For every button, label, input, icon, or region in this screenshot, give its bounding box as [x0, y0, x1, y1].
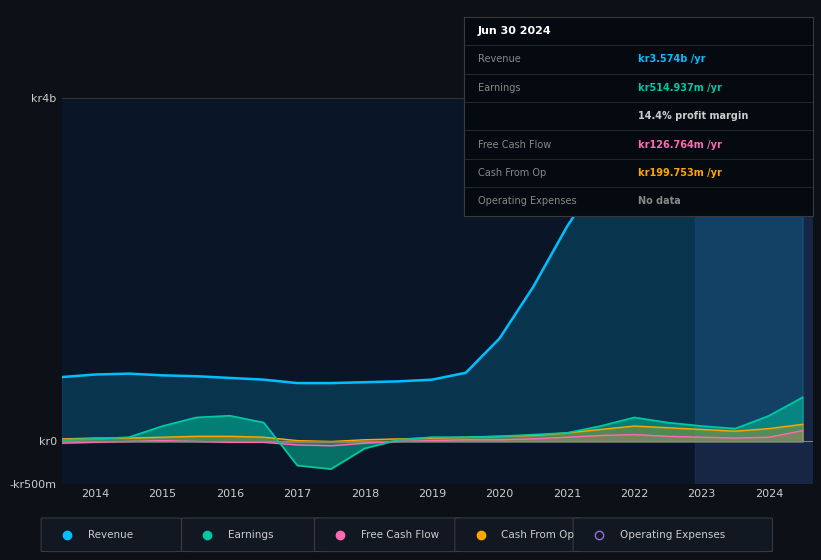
Text: Free Cash Flow: Free Cash Flow	[478, 139, 551, 150]
FancyBboxPatch shape	[314, 518, 462, 552]
Text: Earnings: Earnings	[228, 530, 273, 540]
Bar	[695, 98, 813, 484]
Text: Cash From Op: Cash From Op	[478, 168, 546, 178]
Text: kr126.764m /yr: kr126.764m /yr	[639, 139, 722, 150]
FancyBboxPatch shape	[573, 518, 773, 552]
Text: 14.4% profit margin: 14.4% profit margin	[639, 111, 749, 121]
Text: Revenue: Revenue	[88, 530, 133, 540]
Text: Operating Expenses: Operating Expenses	[620, 530, 725, 540]
Text: Operating Expenses: Operating Expenses	[478, 197, 576, 207]
Text: Free Cash Flow: Free Cash Flow	[361, 530, 439, 540]
Text: kr199.753m /yr: kr199.753m /yr	[639, 168, 722, 178]
Text: Cash From Op: Cash From Op	[502, 530, 575, 540]
Text: kr514.937m /yr: kr514.937m /yr	[639, 83, 722, 93]
Text: No data: No data	[639, 197, 681, 207]
Text: Jun 30 2024: Jun 30 2024	[478, 26, 552, 36]
Text: Earnings: Earnings	[478, 83, 521, 93]
Text: kr3.574b /yr: kr3.574b /yr	[639, 54, 706, 64]
FancyBboxPatch shape	[455, 518, 580, 552]
FancyBboxPatch shape	[181, 518, 322, 552]
Text: Revenue: Revenue	[478, 54, 521, 64]
FancyBboxPatch shape	[41, 518, 181, 552]
